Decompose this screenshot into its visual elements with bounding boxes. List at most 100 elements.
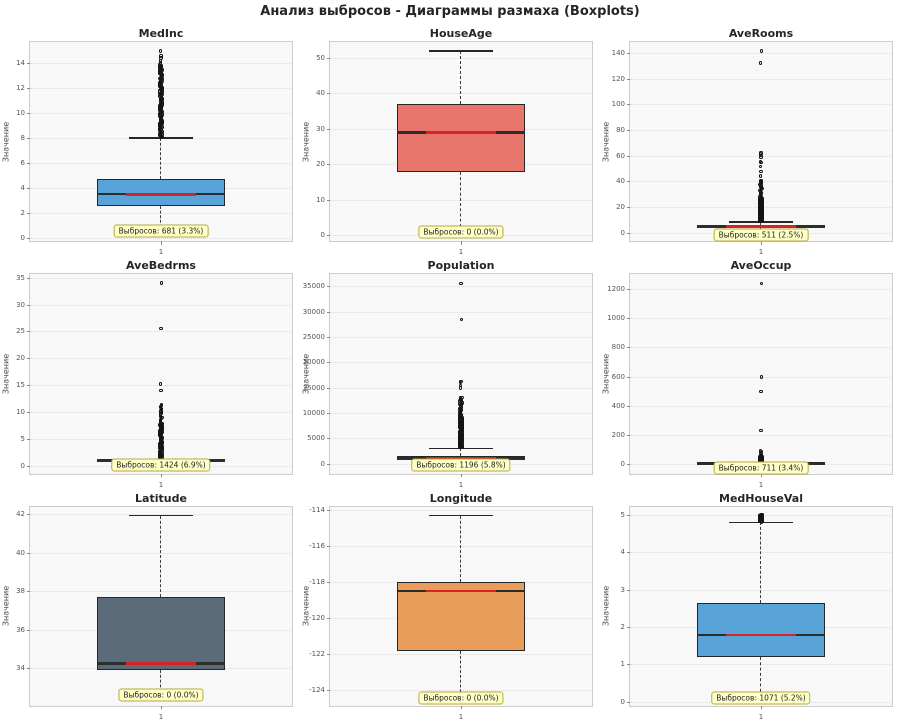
y-axis-label: Значение	[301, 121, 310, 162]
outlier-point	[759, 375, 764, 379]
y-tick-mark	[26, 629, 30, 631]
y-tick-label: 80	[616, 125, 625, 134]
y-tick-mark	[326, 337, 330, 339]
y-tick-mark	[626, 78, 630, 80]
whisker	[160, 515, 162, 598]
outlier-annotation: Выбросов: 711 (3.4%)	[713, 461, 809, 475]
axes-area: 0 1 2 3 4 5 Выбросов: 1071 (5.2%)	[621, 505, 893, 710]
y-tick-label: 12	[16, 84, 25, 92]
y-tick-mark	[626, 376, 630, 378]
y-tick-mark	[26, 438, 30, 440]
subplot-title: MedInc	[138, 27, 184, 40]
x-tick-mark	[760, 473, 762, 478]
y-tick-mark	[26, 162, 30, 164]
axes-area: 0 20 40 60 80 100 120 140 Выбросов: 511 (2.5%)	[612, 41, 893, 245]
x-tick-mark	[160, 241, 162, 245]
gridline	[30, 237, 292, 239]
subplot-title: AveRooms	[728, 27, 794, 40]
y-tick-label: 36	[16, 625, 25, 634]
outlier-point	[759, 170, 763, 174]
outlier-annotation: Выбросов: 0 (0.0%)	[118, 688, 204, 702]
y-tick-label: 100	[611, 100, 625, 109]
whisker	[460, 51, 462, 105]
whisker	[160, 669, 162, 697]
outlier-point	[159, 54, 163, 58]
subplot-averooms: AveRooms Значение 0 20 40 60 80 100 120 140 Выбр…	[600, 26, 900, 258]
outlier-point	[159, 402, 163, 407]
subplot-title: HouseAge	[429, 27, 493, 40]
outlier-point	[759, 159, 763, 163]
gridline	[30, 331, 292, 333]
y-tick-label: -120	[309, 613, 325, 622]
y-tick-mark	[626, 347, 630, 349]
subplot-avebedrms: AveBedrms Значение 0 5 10 15 20 25 30 35 Выбросо…	[0, 258, 300, 490]
y-tick-label: 800	[611, 343, 625, 352]
y-tick-label: 30000	[302, 307, 325, 316]
y-axis-label: Значение	[301, 353, 310, 395]
y-tick-mark	[626, 104, 630, 106]
y-tick-mark	[326, 57, 330, 59]
gridline	[630, 129, 892, 131]
outlier-annotation: Выбросов: 0 (0.0%)	[418, 225, 504, 239]
outlier-annotation: Выбросов: 1196 (5.8%)	[411, 458, 511, 472]
median-line-red	[425, 131, 497, 135]
gridline	[630, 318, 892, 320]
y-tick-label: 50	[316, 53, 325, 62]
y-tick-mark	[326, 311, 330, 313]
subplot-medinc: MedInc Значение 0 2 4 6 8 10 12 14 Выбросов: 681…	[0, 26, 300, 258]
y-tick-label: 14	[16, 59, 25, 68]
outlier-point	[158, 49, 163, 53]
gridline	[330, 311, 592, 313]
y-tick-mark	[26, 88, 30, 89]
y-tick-mark	[626, 155, 630, 157]
y-tick-label: 1000	[607, 314, 625, 323]
y-tick-label: 5	[20, 434, 25, 443]
y-tick-label: 120	[611, 74, 625, 83]
outlier-annotation: Выбросов: 511 (2.5%)	[713, 228, 809, 242]
y-tick-mark	[326, 689, 330, 691]
outlier-point	[158, 382, 163, 386]
y-tick-mark	[626, 232, 630, 234]
whisker	[460, 650, 462, 697]
y-tick-mark	[26, 237, 30, 239]
y-tick-mark	[26, 385, 30, 387]
y-tick-mark	[26, 63, 30, 65]
outlier-point	[758, 174, 763, 178]
y-tick-mark	[626, 129, 630, 131]
outlier-point	[759, 389, 763, 393]
y-tick-label: 10	[16, 108, 25, 117]
y-tick-label: 140	[611, 49, 625, 58]
y-tick-mark	[326, 286, 330, 288]
axes-area: 0 2 4 6 8 10 12 14 Выбросов: 681 (3.3%)	[16, 41, 293, 245]
y-tick-label: 10000	[302, 409, 325, 418]
x-tick-label: 1	[458, 480, 464, 489]
y-tick-label: 30	[316, 124, 325, 133]
gridline	[630, 347, 892, 349]
x-tick-label: 1	[758, 248, 764, 257]
y-axis-label: Значение	[1, 586, 10, 627]
subplot-houseage: HouseAge Значение 0 10 20 30 40 50 Выбросов: 0…	[300, 26, 600, 258]
gridline	[630, 53, 892, 55]
y-tick-mark	[626, 701, 630, 703]
y-tick-mark	[626, 664, 630, 666]
median-line-red	[125, 662, 197, 665]
gridline	[330, 286, 592, 288]
y-tick-label: 2	[20, 208, 25, 217]
axes-area: -114 -116 -118 -120 -122 -124 Выбросов: 0 (0.0…	[309, 506, 593, 710]
y-tick-mark	[626, 515, 630, 517]
y-tick-label: -114	[309, 505, 325, 514]
y-tick-label: 8	[20, 133, 25, 142]
whisker	[760, 522, 762, 604]
y-tick-mark	[326, 545, 330, 547]
subplot-title: AveOccup	[730, 259, 792, 273]
y-tick-label: -122	[309, 649, 325, 658]
x-tick-mark	[760, 241, 762, 245]
y-tick-mark	[326, 128, 330, 130]
y-tick-mark	[26, 304, 30, 306]
y-tick-label: 40	[16, 548, 25, 557]
y-tick-mark	[326, 581, 330, 583]
y-tick-mark	[326, 387, 330, 389]
outlier-annotation: Выбросов: 0 (0.0%)	[418, 691, 504, 705]
whisker-cap	[428, 514, 494, 517]
